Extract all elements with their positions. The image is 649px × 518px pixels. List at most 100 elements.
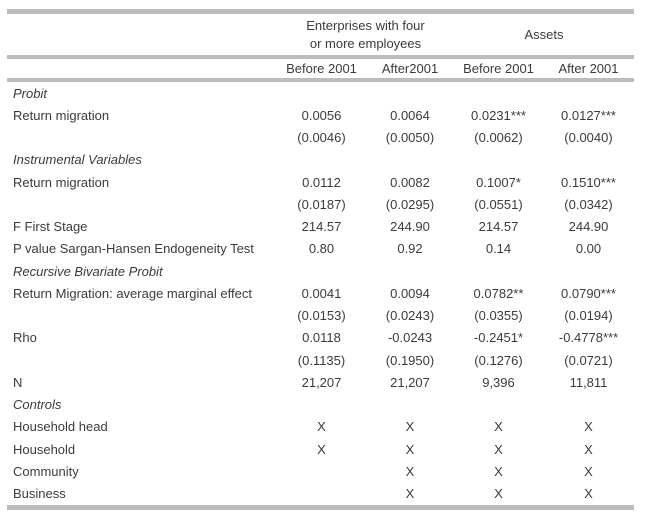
cell-value: X bbox=[405, 463, 415, 479]
cell-value: 0.0782** bbox=[473, 285, 524, 301]
cell-value: (0.0040) bbox=[564, 130, 613, 146]
cell-value: 0.00 bbox=[575, 241, 602, 257]
table-row: Community X X X bbox=[7, 460, 634, 482]
cell-value: -0.4778*** bbox=[558, 330, 619, 346]
cell-value: (0.0187) bbox=[297, 196, 346, 212]
bottom-rule bbox=[7, 505, 634, 510]
row-label: N bbox=[13, 374, 23, 390]
cell-value: (0.0153) bbox=[297, 308, 346, 324]
cell-value: X bbox=[405, 441, 415, 457]
column-group-enterprises: Enterprises with four or more employees bbox=[277, 14, 454, 55]
cell-value: (0.0721) bbox=[564, 352, 613, 368]
cell-value: 0.0082 bbox=[390, 174, 430, 190]
cell-value: 0.1007* bbox=[476, 174, 521, 190]
cell-value: X bbox=[584, 486, 593, 502]
table-row: Return Migration: average marginal effec… bbox=[7, 282, 634, 304]
cell-value: (0.0551) bbox=[474, 196, 523, 212]
cell-value: 244.90 bbox=[390, 219, 430, 235]
cell-value: 0.0231*** bbox=[471, 107, 526, 123]
table-row: F First Stage 214.57 244.90 214.57 244.90 bbox=[7, 216, 634, 238]
table-row: P value Sargan-Hansen Endogeneity Test 0.… bbox=[7, 238, 634, 260]
cell-value: 0.1510*** bbox=[561, 174, 616, 190]
cell-value: 0.0041 bbox=[301, 285, 342, 301]
cell-value: (0.0050) bbox=[385, 130, 435, 146]
column-header-before-2001-b: Before 2001 bbox=[463, 61, 534, 76]
table-row: (0.0153) (0.0243) (0.0355) (0.0194) bbox=[7, 305, 634, 327]
table-row: Household X X X X bbox=[7, 438, 634, 460]
cell-value: (0.0062) bbox=[474, 130, 523, 146]
cell-value: 0.0790*** bbox=[561, 285, 616, 301]
cell-value: 0.0127*** bbox=[561, 107, 616, 123]
table-row: (0.1135) (0.1950) (0.1276) (0.0721) bbox=[7, 349, 634, 371]
cell-value: (0.1135) bbox=[297, 352, 346, 368]
cell-value: 0.0118 bbox=[302, 330, 341, 346]
cell-value: (0.0295) bbox=[385, 196, 435, 212]
cell-value: X bbox=[494, 463, 503, 479]
table-row: Household head X X X X bbox=[7, 416, 634, 438]
cell-value: (0.0046) bbox=[297, 130, 346, 146]
cell-value: (0.1276) bbox=[474, 352, 523, 368]
row-label: F First Stage bbox=[13, 219, 88, 235]
cell-value: (0.0194) bbox=[564, 308, 613, 324]
cell-value: 9,396 bbox=[482, 374, 515, 390]
cell-value: 244.90 bbox=[568, 219, 609, 235]
row-label: Business bbox=[13, 486, 66, 502]
cell-value: (0.1950) bbox=[385, 352, 435, 368]
cell-value: -0.2451* bbox=[473, 330, 524, 346]
cell-value: -0.0243 bbox=[387, 330, 433, 346]
cell-value: X bbox=[317, 441, 326, 457]
cell-value: 0.0094 bbox=[390, 285, 430, 301]
cell-value: (0.0243) bbox=[385, 308, 435, 324]
row-label: Recursive Bivariate Probit bbox=[13, 263, 163, 279]
cell-value: 0.92 bbox=[397, 241, 423, 257]
group-header-spacer bbox=[7, 14, 277, 55]
cell-value: 0.14 bbox=[485, 241, 512, 257]
table-row: Return migration 0.0056 0.0064 0.0231*** 0.0… bbox=[7, 104, 634, 126]
section-header-row: Recursive Bivariate Probit bbox=[7, 260, 634, 282]
table-row: Business X X X bbox=[7, 483, 634, 505]
column-group-label: Enterprises with four or more employees bbox=[306, 17, 425, 51]
section-header-row: Controls bbox=[7, 394, 634, 416]
cell-value: 0.0064 bbox=[390, 107, 430, 123]
row-label: Rho bbox=[13, 330, 37, 346]
cell-value: 214.57 bbox=[478, 219, 519, 235]
top-rule bbox=[7, 9, 634, 14]
row-label: Household head bbox=[13, 419, 108, 435]
cell-value: 21,207 bbox=[301, 374, 342, 390]
column-header-before-2001-a: Before 2001 bbox=[286, 61, 357, 76]
cell-value: 0.80 bbox=[308, 241, 335, 257]
section-header-row: Probit bbox=[7, 82, 634, 104]
cell-value: 0.0056 bbox=[301, 107, 342, 123]
cell-value: X bbox=[405, 419, 415, 435]
row-label: Return migration bbox=[13, 107, 110, 123]
column-group-assets: Assets bbox=[454, 14, 634, 55]
cell-value: (0.0355) bbox=[474, 308, 523, 324]
column-header-after-2001-a: After2001 bbox=[381, 61, 439, 76]
cell-value: 11,811 bbox=[569, 374, 608, 390]
cell-value: 214.57 bbox=[301, 219, 342, 235]
table-body: Probit Return migration 0.0056 0.0064 0.0231… bbox=[7, 82, 634, 505]
cell-value: X bbox=[317, 419, 326, 435]
table-row: Rho 0.0118 -0.0243 -0.2451* -0.4778*** bbox=[7, 327, 634, 349]
table-row: (0.0187) (0.0295) (0.0551) (0.0342) bbox=[7, 193, 634, 215]
cell-value: X bbox=[584, 419, 593, 435]
cell-value: X bbox=[494, 419, 503, 435]
group-header-rule bbox=[7, 55, 634, 59]
row-label: Household bbox=[13, 441, 76, 457]
cell-value: (0.0342) bbox=[564, 196, 613, 212]
section-header-row: Instrumental Variables bbox=[7, 149, 634, 171]
cell-value: X bbox=[584, 441, 593, 457]
column-header-after-2001-b: After 2001 bbox=[558, 61, 619, 76]
row-label: Instrumental Variables bbox=[13, 152, 142, 168]
column-group-label: Assets bbox=[524, 26, 564, 42]
row-label: Controls bbox=[13, 397, 62, 413]
column-header-row: Before 2001 After2001 Before 2001 After … bbox=[7, 59, 634, 78]
column-header-rule bbox=[7, 78, 634, 82]
cell-value: X bbox=[405, 486, 415, 502]
cell-value: 0.0112 bbox=[302, 174, 341, 190]
cell-value: X bbox=[494, 441, 503, 457]
row-label: P value Sargan-Hansen Endogeneity Test bbox=[13, 241, 254, 257]
table-row: Return migration 0.0112 0.0082 0.1007* 0.151… bbox=[7, 171, 634, 193]
row-label: Return migration bbox=[13, 174, 110, 190]
